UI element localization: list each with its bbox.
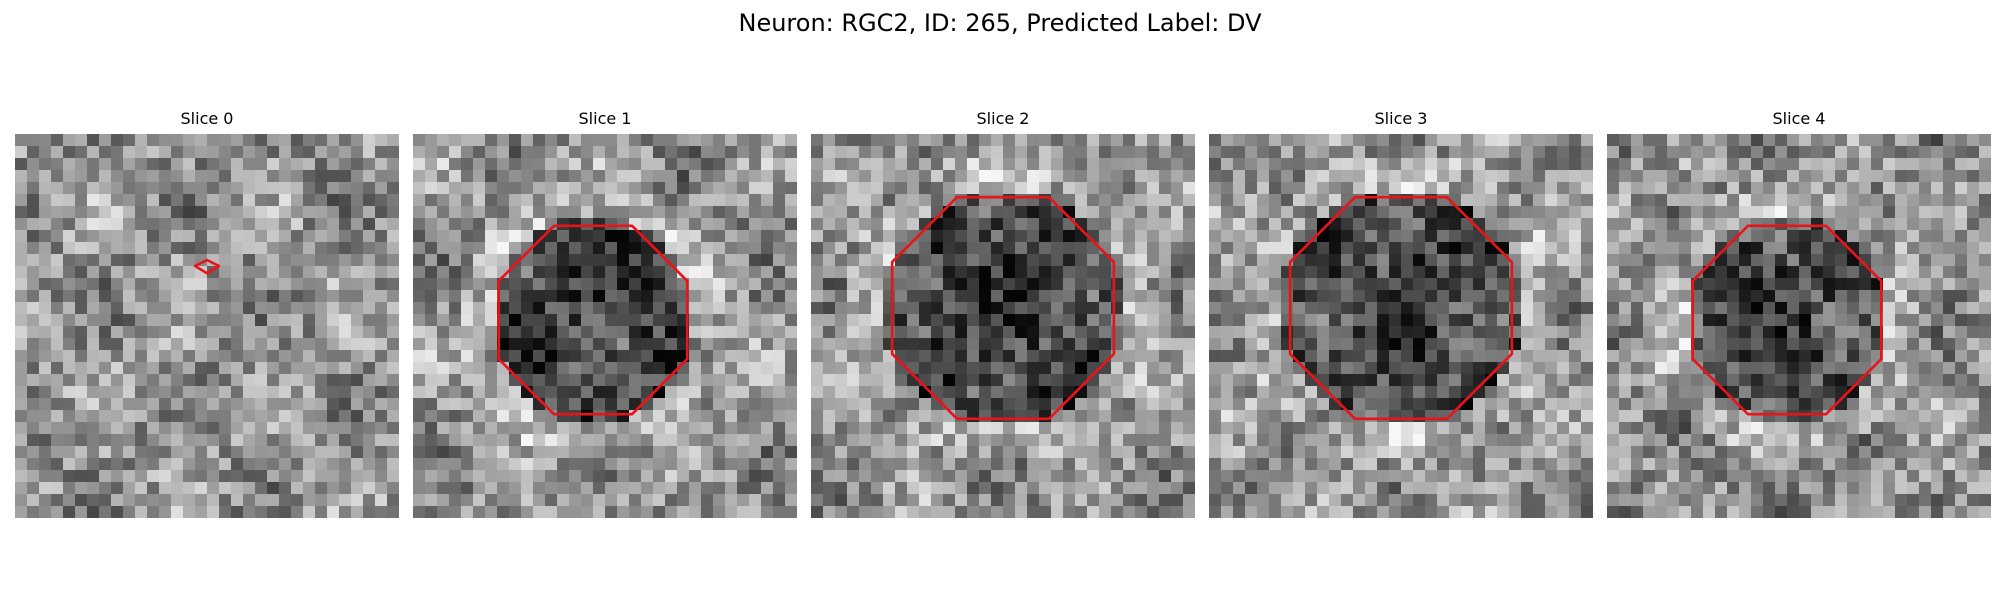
cell-contour [1288,195,1514,421]
pixel-grid [1209,134,1593,518]
cell-contour [1691,224,1883,416]
pixel-grid [413,134,797,518]
pixel-grid [15,134,399,518]
slice-image [15,134,399,518]
pixel-grid [811,134,1195,518]
slice-title: Slice 1 [578,109,632,128]
slice-title: Slice 4 [1772,109,1826,128]
slice-title: Slice 0 [180,109,234,128]
slice-image-svg [413,134,797,518]
slice-image-svg [1607,134,1991,518]
slice-image [1209,134,1593,518]
figure-title: Neuron: RGC2, ID: 265, Predicted Label: … [738,9,1262,37]
slice-image [811,134,1195,518]
slice-image-svg [1209,134,1593,518]
slice-image [1607,134,1991,518]
slice-image [413,134,797,518]
pixel-grid [1607,134,1991,518]
cell-contour [890,195,1116,421]
slice-image-svg [811,134,1195,518]
cell-contour [497,224,689,416]
slice-image-svg [15,134,399,518]
slice-title: Slice 3 [1374,109,1428,128]
cell-contour [193,258,221,275]
slice-title: Slice 2 [976,109,1030,128]
